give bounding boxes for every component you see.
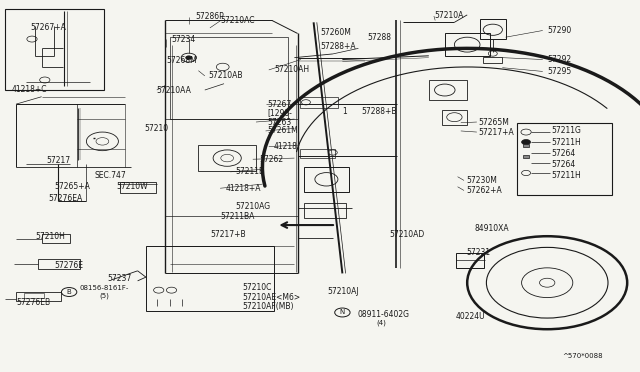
Text: 57276E: 57276E (54, 261, 83, 270)
Text: 57262+A: 57262+A (466, 186, 502, 195)
Circle shape (40, 77, 50, 83)
Text: 57230M: 57230M (466, 176, 497, 185)
Text: N: N (340, 310, 345, 315)
Bar (5, 9, 104, 90)
Text: 57234: 57234 (172, 35, 196, 44)
Bar (523, 144, 529, 147)
Text: 57210A: 57210A (434, 12, 463, 20)
Text: 57260M: 57260M (320, 28, 351, 37)
Text: 57288+A: 57288+A (320, 42, 356, 51)
Bar (442, 110, 467, 125)
Bar (170, 37, 288, 119)
Bar (480, 19, 506, 39)
Text: [1298-: [1298- (268, 108, 292, 117)
Bar (42, 234, 70, 243)
Text: 57265M: 57265M (479, 118, 509, 126)
Text: 57268M: 57268M (166, 56, 197, 65)
Circle shape (186, 56, 192, 60)
Text: SEC.747: SEC.747 (95, 171, 127, 180)
Bar (120, 182, 156, 193)
Bar (304, 203, 346, 218)
Bar (198, 145, 256, 171)
Text: 57267+A: 57267+A (31, 23, 67, 32)
Bar (445, 33, 490, 56)
Text: 41218+A: 41218+A (225, 184, 260, 193)
Text: 57210AG: 57210AG (236, 202, 271, 211)
Bar (38, 259, 80, 269)
Circle shape (522, 140, 531, 145)
Text: 84910XA: 84910XA (475, 224, 509, 233)
Text: 08156-8161F-: 08156-8161F- (80, 285, 129, 291)
Text: 57217+A: 57217+A (479, 128, 515, 137)
Text: 57210: 57210 (144, 124, 168, 133)
Text: 57265+A: 57265+A (54, 182, 90, 191)
Text: 57210AE<M6>: 57210AE<M6> (242, 293, 300, 302)
Bar (300, 149, 335, 158)
Text: 57295: 57295 (547, 67, 572, 76)
Bar (304, 167, 349, 192)
Text: 57211G: 57211G (552, 126, 582, 135)
Text: (4): (4) (376, 320, 386, 326)
Text: B: B (67, 289, 72, 295)
Text: 57231: 57231 (466, 248, 490, 257)
Bar (483, 57, 502, 63)
Text: 41218: 41218 (274, 142, 298, 151)
Text: 57211H: 57211H (552, 138, 581, 147)
Text: 57267: 57267 (268, 100, 292, 109)
Text: 57292: 57292 (547, 55, 572, 64)
Bar (16, 292, 61, 301)
Text: 57210C: 57210C (242, 283, 271, 292)
Text: 57276EA: 57276EA (48, 194, 83, 203)
Text: 57210AF(MB): 57210AF(MB) (242, 302, 293, 311)
Text: 57217: 57217 (46, 156, 70, 165)
Bar (300, 97, 338, 108)
Bar (517, 123, 612, 195)
Text: 57286P: 57286P (195, 12, 224, 21)
Text: 57262: 57262 (259, 155, 284, 164)
Text: 57211B: 57211B (236, 167, 265, 176)
Text: 57210AD: 57210AD (389, 230, 424, 239)
Text: 40224U: 40224U (456, 312, 485, 321)
Bar (456, 253, 484, 268)
Text: 41218+C: 41218+C (12, 85, 47, 94)
Bar (24, 293, 44, 298)
Text: 57237: 57237 (108, 274, 132, 283)
Text: 57217+B: 57217+B (210, 230, 246, 239)
Text: (5): (5) (99, 292, 109, 299)
Text: ^570*0088: ^570*0088 (562, 353, 602, 359)
Text: 57263: 57263 (268, 118, 292, 126)
Text: 57276EB: 57276EB (16, 298, 50, 307)
Text: 57288: 57288 (367, 33, 391, 42)
Text: 57264: 57264 (552, 160, 576, 169)
Bar (146, 246, 274, 311)
Text: 57264: 57264 (552, 149, 576, 158)
Text: 57211H: 57211H (552, 171, 581, 180)
Text: 57290: 57290 (547, 26, 572, 35)
Text: 57261M: 57261M (268, 126, 298, 135)
Text: 57210AJ: 57210AJ (328, 287, 359, 296)
Bar (523, 155, 529, 158)
Text: 57210AA: 57210AA (157, 86, 191, 94)
Text: 57211BA: 57211BA (221, 212, 255, 221)
Text: 57210AC: 57210AC (221, 16, 255, 25)
Text: 57210AB: 57210AB (208, 71, 243, 80)
Bar (429, 80, 467, 100)
Text: 57288+B: 57288+B (362, 107, 397, 116)
Text: 08911-6402G: 08911-6402G (357, 310, 409, 319)
Text: 1: 1 (342, 107, 346, 116)
Text: 57210W: 57210W (116, 182, 148, 191)
Text: 57210AH: 57210AH (274, 65, 309, 74)
Text: 57210H: 57210H (35, 232, 65, 241)
